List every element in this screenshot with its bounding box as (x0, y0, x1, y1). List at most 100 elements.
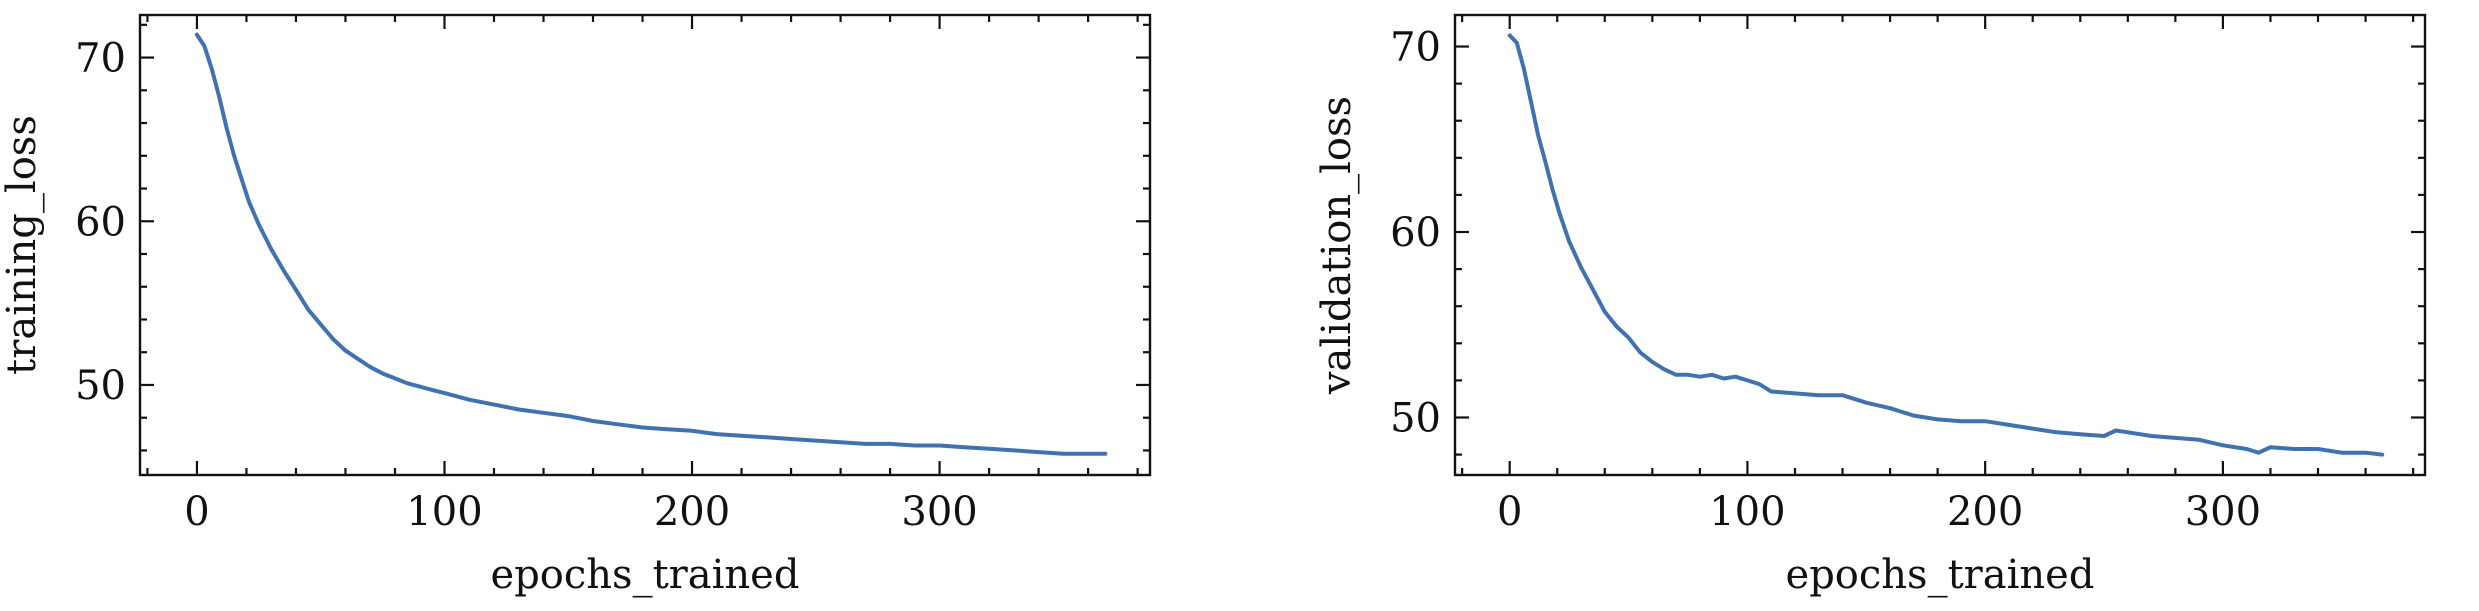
data-point (210, 67, 214, 71)
data-point (2114, 428, 2118, 433)
data-point (1037, 450, 1041, 454)
data-point (1591, 287, 1595, 292)
data-point (665, 427, 669, 431)
validation-loss-plot-frame (1453, 13, 2427, 477)
data-point (1959, 419, 1963, 423)
data-point (1012, 448, 1016, 452)
data-point (1515, 41, 1519, 45)
data-point (863, 442, 867, 446)
data-point (1508, 33, 1512, 38)
data-point (1627, 336, 1631, 340)
y-tick-label: 60 (1390, 210, 1441, 256)
data-point (1864, 401, 1868, 405)
data-point (356, 357, 360, 361)
data-point (1674, 373, 1678, 377)
data-point (2364, 451, 2368, 455)
data-point (2102, 434, 2106, 438)
data-point (2268, 445, 2273, 449)
y-tick-label: 70 (75, 36, 126, 82)
data-point (987, 447, 991, 451)
data-point (343, 349, 348, 353)
data-point (566, 414, 570, 418)
training-loss-chart: 0 100 200 300 50 60 70 epochs_trained training_l… (0, 13, 1152, 598)
data-point (232, 154, 236, 158)
training-loss-plot-frame (138, 13, 1152, 477)
data-point (2245, 447, 2249, 451)
data-point (2007, 423, 2011, 427)
series-line (194, 32, 1108, 456)
data-point (1536, 134, 1540, 138)
data-point (541, 411, 546, 415)
data-point (1769, 389, 1773, 394)
data-point (2054, 430, 2059, 434)
data-point (368, 365, 372, 369)
validation-loss-chart: 0 100 200 300 50 60 70 epochs_trained validation… (1314, 13, 2427, 598)
data-point (888, 442, 892, 446)
y-axis-label: training_loss (0, 115, 45, 375)
x-axis-label: epochs_trained (491, 552, 800, 598)
data-point (306, 308, 310, 312)
data-point (1817, 393, 1821, 397)
data-point (418, 385, 422, 389)
data-point (217, 95, 221, 99)
data-point (442, 391, 447, 395)
data-point (962, 445, 966, 449)
data-point (2078, 432, 2082, 436)
data-point (2380, 453, 2384, 457)
x-tick-label: 100 (1709, 489, 1785, 535)
data-point (1603, 310, 1607, 314)
data-point (405, 381, 409, 385)
data-point (1793, 391, 1797, 395)
data-point (839, 440, 843, 444)
data-point (1558, 211, 1562, 216)
y-tick-label: 50 (1390, 396, 1441, 442)
data-point (247, 200, 251, 204)
data-point (1722, 376, 1726, 381)
data-point (2340, 451, 2344, 455)
data-point (1650, 360, 1654, 364)
data-point (591, 419, 595, 423)
data-point (492, 403, 496, 407)
y-tick-label: 60 (75, 199, 126, 245)
data-point (467, 398, 471, 402)
series-line (1507, 33, 2385, 457)
x-tick-label: 200 (654, 489, 730, 535)
data-point (1086, 452, 1090, 456)
data-point (1710, 373, 1714, 377)
data-point (1686, 373, 1690, 377)
data-point (2197, 438, 2201, 442)
data-point (640, 425, 645, 430)
data-point (690, 429, 694, 433)
data-point (1936, 417, 1940, 421)
data-point (1522, 67, 1526, 71)
data-point (1529, 100, 1533, 104)
x-axis-label: epochs_trained (1786, 552, 2095, 598)
data-point (1638, 351, 1642, 355)
x-tick-label: 300 (901, 489, 977, 535)
x-tick-label: 0 (1497, 489, 1522, 535)
data-point (1543, 159, 1547, 164)
data-point (913, 443, 917, 448)
data-point (1567, 239, 1571, 243)
y-tick-label: 50 (75, 363, 126, 409)
data-point (1840, 393, 1845, 397)
data-point (2221, 443, 2225, 447)
data-point (202, 44, 206, 48)
data-point (1103, 452, 1107, 456)
data-point (257, 222, 261, 227)
data-point (616, 422, 620, 426)
data-point (2316, 447, 2320, 451)
data-point (2126, 430, 2130, 434)
data-point (764, 435, 768, 439)
x-tick-label: 0 (184, 489, 209, 535)
data-point (1745, 378, 1749, 382)
data-point (938, 443, 942, 448)
data-point (2257, 451, 2261, 455)
data-point (381, 371, 385, 376)
data-point (1615, 325, 1619, 329)
data-point (319, 322, 323, 326)
data-point (430, 388, 434, 392)
data-point (1698, 375, 1702, 379)
data-point (2150, 434, 2154, 438)
